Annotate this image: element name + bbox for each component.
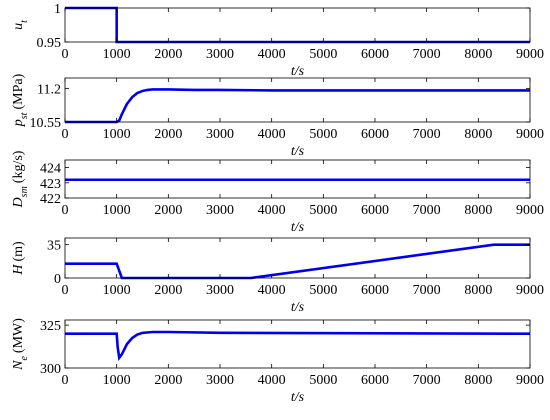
x-tick-label: 9000 (516, 373, 544, 388)
x-tick-label: 3000 (206, 47, 234, 62)
x-tick-label: 5000 (309, 47, 337, 62)
x-tick-label: 6000 (361, 127, 389, 142)
x-axis-label: t/s (291, 390, 305, 405)
x-tick-label: 4000 (258, 373, 286, 388)
x-tick-label: 1000 (103, 127, 131, 142)
x-tick-label: 2000 (154, 47, 182, 62)
x-tick-label: 7000 (413, 127, 441, 142)
axes-box (64, 159, 531, 199)
x-axis-label: t/s (291, 220, 305, 235)
x-tick-label: 5000 (309, 203, 337, 218)
y-tick-label: 423 (40, 177, 61, 192)
x-tick-label: 2000 (154, 203, 182, 218)
x-tick-label: 1000 (103, 373, 131, 388)
y-axis-label: pst (MPa) (11, 73, 30, 127)
y-label-main: N (11, 360, 26, 371)
x-tick-label: 0 (62, 47, 69, 62)
y-label-unit: (m) (11, 241, 26, 262)
x-tick-label: 2000 (154, 283, 182, 298)
y-axis-label: Dsm (kg/s) (11, 150, 30, 208)
x-tick-label: 7000 (413, 203, 441, 218)
y-axis-label: Ne (MW) (11, 318, 30, 371)
x-tick-label: 3000 (206, 203, 234, 218)
x-tick-label: 8000 (464, 203, 492, 218)
x-tick-label: 0 (62, 283, 69, 298)
y-tick-label: 300 (40, 362, 61, 377)
x-tick-label: 8000 (464, 127, 492, 142)
x-tick-label: 7000 (413, 373, 441, 388)
data-line (65, 6, 530, 44)
y-label-main: p (11, 119, 26, 127)
y-label-unit: (MW) (11, 318, 26, 353)
axes-box (64, 237, 531, 279)
x-tick-label: 6000 (361, 47, 389, 62)
x-tick-label: 0 (62, 127, 69, 142)
y-tick-label: 35 (47, 239, 61, 254)
x-tick-label: 9000 (516, 127, 544, 142)
y-tick-label: 424 (40, 162, 61, 177)
x-tick-label: 5000 (309, 283, 337, 298)
x-tick-label: 6000 (361, 373, 389, 388)
y-label-main: D (11, 197, 26, 208)
x-tick-label: 6000 (361, 203, 389, 218)
x-tick-label: 7000 (413, 47, 441, 62)
x-tick-label: 8000 (464, 283, 492, 298)
x-tick-label: 2000 (154, 373, 182, 388)
x-tick-label: 4000 (258, 127, 286, 142)
x-tick-label: 4000 (258, 203, 286, 218)
x-tick-label: 0 (62, 203, 69, 218)
y-label-sub: e (19, 356, 30, 361)
data-line (65, 243, 530, 280)
y-tick-label: 10.55 (30, 116, 62, 131)
y-label-unit: (kg/s) (11, 150, 26, 183)
x-tick-label: 8000 (464, 47, 492, 62)
y-tick-label: 1 (54, 2, 61, 17)
x-tick-label: 5000 (309, 373, 337, 388)
y-label-sub: st (19, 112, 30, 119)
y-label-unit: (MPa) (11, 73, 26, 109)
y-tick-label: 11.2 (37, 82, 61, 97)
x-tick-label: 1000 (103, 203, 131, 218)
x-tick-label: 3000 (206, 283, 234, 298)
y-label-main: u (11, 23, 26, 30)
x-tick-label: 3000 (206, 127, 234, 142)
y-tick-label: 0.95 (37, 36, 62, 51)
x-tick-label: 9000 (516, 47, 544, 62)
x-axis-label: t/s (291, 64, 305, 79)
x-tick-label: 9000 (516, 283, 544, 298)
x-tick-label: 7000 (413, 283, 441, 298)
x-tick-label: 9000 (516, 203, 544, 218)
y-label-sub: sm (19, 186, 30, 197)
x-tick-label: 6000 (361, 283, 389, 298)
x-tick-label: 1000 (103, 47, 131, 62)
y-axis-label: H (m) (11, 241, 26, 276)
y-label-sub: t (19, 20, 30, 23)
y-label-main: H (11, 264, 26, 276)
axes-box (64, 7, 531, 43)
y-tick-label: 422 (40, 192, 61, 207)
y-axis-label: ut (11, 20, 30, 30)
data-line (65, 88, 530, 124)
y-tick-label: 325 (40, 319, 61, 334)
x-tick-label: 8000 (464, 373, 492, 388)
x-tick-label: 1000 (103, 283, 131, 298)
x-axis-label: t/s (291, 144, 305, 159)
x-tick-label: 3000 (206, 373, 234, 388)
x-tick-label: 5000 (309, 127, 337, 142)
axes-box (64, 319, 531, 369)
y-tick-label: 0 (54, 272, 61, 287)
x-tick-label: 4000 (258, 283, 286, 298)
x-tick-label: 0 (62, 373, 69, 388)
axes-box (64, 77, 531, 123)
x-tick-label: 4000 (258, 47, 286, 62)
x-tick-label: 2000 (154, 127, 182, 142)
data-line (65, 330, 531, 361)
x-axis-label: t/s (291, 300, 305, 315)
